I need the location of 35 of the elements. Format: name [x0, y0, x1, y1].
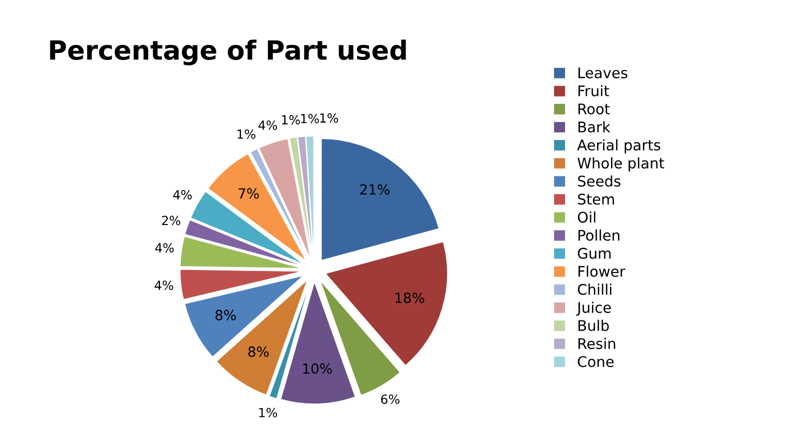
legend-label: Flower	[578, 266, 626, 277]
legend-label: Aerial parts	[577, 139, 660, 154]
legend-label: Resin	[578, 338, 616, 350]
legend-label: Gum	[578, 248, 611, 259]
data-label: 18%	[396, 292, 424, 304]
data-label: 4%	[154, 280, 174, 290]
legend-label: Juice	[576, 302, 611, 316]
data-label: 1%	[238, 129, 256, 139]
legend-label: Leaves	[578, 67, 628, 78]
chart-title: Percentage of Part used	[50, 40, 406, 66]
data-label: 4%	[155, 243, 174, 253]
legend-label: Bark	[578, 121, 610, 132]
data-label: 1%	[282, 115, 300, 124]
data-label: 1%	[320, 113, 338, 123]
legend-label: Seeds	[578, 175, 620, 187]
data-label: 8%	[216, 310, 236, 320]
legend-label: Cone	[578, 356, 614, 368]
data-label: 6%	[381, 394, 400, 404]
legend-label: Whole plant	[578, 157, 664, 172]
data-label: 2%	[162, 216, 180, 226]
legend-label: Chilli	[578, 284, 612, 295]
legend-label: Stem	[578, 194, 614, 205]
data-label: 8%	[248, 346, 269, 357]
data-label: 1%	[259, 408, 278, 418]
legend-label: Root	[578, 104, 610, 114]
data-label: 7%	[238, 188, 259, 199]
data-label: 1%	[301, 114, 319, 124]
data-label: 4%	[173, 190, 192, 200]
legend-label: Pollen	[578, 229, 620, 241]
legend-label: Fruit	[578, 85, 610, 96]
data-label: 4%	[258, 120, 278, 130]
legend-label: Oil	[578, 211, 596, 223]
data-label: 10%	[303, 363, 332, 374]
data-label: 21%	[360, 184, 390, 195]
legend-label: Bulb	[578, 320, 609, 332]
